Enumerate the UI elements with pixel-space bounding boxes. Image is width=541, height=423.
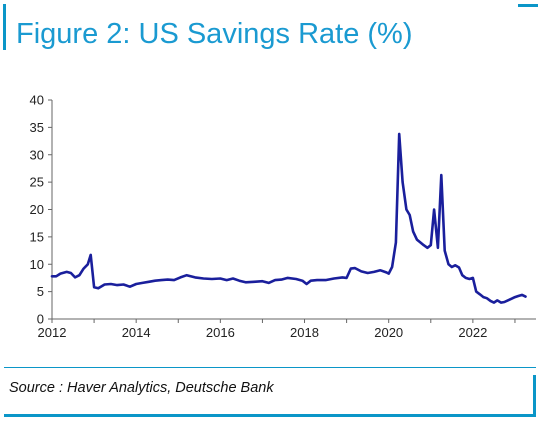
x-tick-label: 2012 — [38, 325, 67, 340]
y-tick-label: 20 — [30, 202, 44, 217]
x-tick-label: 2018 — [290, 325, 319, 340]
tick-labels: 0 5 10 15 20 25 30 35 40 2012 2014 2016 2018 2020 2022 — [30, 93, 488, 341]
y-tick-label: 25 — [30, 175, 44, 190]
y-tick-label: 40 — [30, 93, 44, 108]
source-divider — [4, 367, 536, 368]
frame-left-bar — [3, 4, 6, 50]
frame-bottom-bar — [4, 414, 536, 417]
series-line — [50, 132, 527, 304]
savings-rate-chart: 0 5 10 15 20 25 30 35 40 2012 2014 2016 2018 2020 2022 — [30, 93, 536, 341]
source-note: Source : Haver Analytics, Deutsche Bank — [9, 380, 274, 396]
y-tick-label: 35 — [30, 120, 44, 135]
axes — [48, 99, 536, 323]
x-tick-label: 2014 — [122, 325, 151, 340]
y-tick-label: 30 — [30, 147, 44, 162]
x-tick-label: 2016 — [206, 325, 235, 340]
y-tick-label: 0 — [37, 312, 44, 327]
y-tick-label: 5 — [37, 284, 44, 299]
frame-right-bar — [533, 375, 536, 417]
y-tick-label: 10 — [30, 257, 44, 272]
frame-top-bar — [518, 4, 538, 7]
y-tick-label: 15 — [30, 229, 44, 244]
x-tick-label: 2022 — [458, 325, 487, 340]
x-tick-label: 2020 — [374, 325, 403, 340]
figure-title: Figure 2: US Savings Rate (%) — [16, 18, 413, 50]
